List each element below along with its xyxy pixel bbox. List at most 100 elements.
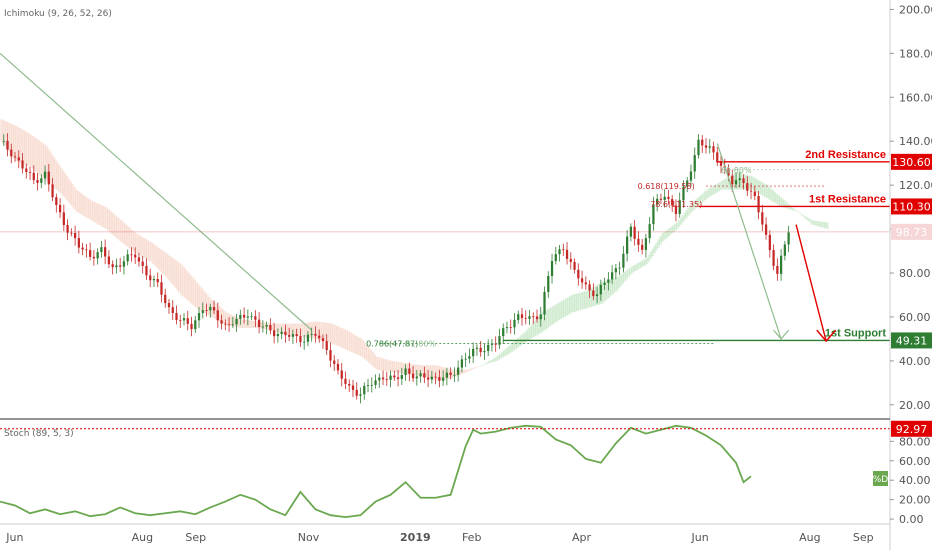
stoch-axis-label: 60.00 bbox=[899, 455, 931, 468]
cloud-bullish-slice bbox=[591, 287, 594, 307]
cloud-bullish-slice bbox=[792, 208, 795, 211]
cloud-bearish-slice bbox=[236, 317, 240, 328]
cloud-bearish-slice bbox=[452, 369, 455, 378]
cloud-bearish-slice bbox=[184, 268, 187, 299]
cloud-bearish-slice bbox=[332, 324, 335, 345]
candle-down bbox=[89, 250, 92, 257]
ichimoku-indicator-label[interactable]: Ichimoku (9, 26, 52, 26) bbox=[4, 9, 112, 19]
cloud-bullish-slice bbox=[593, 286, 596, 306]
candle-down bbox=[351, 385, 355, 390]
cloud-bearish-slice bbox=[306, 322, 309, 338]
cloud-bullish-slice bbox=[713, 185, 716, 194]
stoch-indicator-label[interactable]: Stoch (89, 5, 3) bbox=[4, 429, 74, 439]
cloud-bearish-slice bbox=[110, 212, 114, 235]
level-badge-1: 110.30 bbox=[892, 200, 931, 213]
candle-down bbox=[164, 294, 167, 304]
candle-down bbox=[73, 232, 77, 239]
cloud-bullish-slice bbox=[538, 314, 542, 334]
cloud-bearish-slice bbox=[122, 221, 125, 244]
cloud-bearish-slice bbox=[245, 319, 249, 328]
cloud-bearish-slice bbox=[112, 213, 116, 236]
cloud-bearish-slice bbox=[131, 230, 134, 251]
cloud-bullish-slice bbox=[602, 281, 606, 303]
cloud-bullish-slice bbox=[790, 206, 793, 210]
candle-up bbox=[460, 359, 464, 368]
cloud-bearish-slice bbox=[454, 369, 457, 377]
cloud-bearish-slice bbox=[84, 196, 87, 217]
cloud-bearish-slice bbox=[403, 362, 407, 374]
cloud-bearish-slice bbox=[168, 255, 172, 282]
cloud-bullish-slice bbox=[597, 283, 600, 305]
cloud-bullish-slice bbox=[535, 319, 538, 336]
cloud-bearish-slice bbox=[240, 319, 243, 328]
cloud-bearish-slice bbox=[221, 309, 225, 324]
level-label-2: 1st Support bbox=[825, 327, 886, 339]
cloud-bullish-slice bbox=[634, 264, 638, 271]
cloud-bullish-slice bbox=[743, 174, 747, 190]
candle-up bbox=[779, 255, 783, 274]
price-axis-label: 60.00 bbox=[899, 311, 931, 324]
cloud-bearish-slice bbox=[125, 225, 129, 247]
candle-down bbox=[592, 290, 595, 297]
last-price-badge: 98.73 bbox=[896, 226, 928, 239]
cloud-bearish-slice bbox=[441, 366, 444, 380]
cloud-bearish-slice bbox=[330, 323, 333, 344]
candle-up bbox=[366, 385, 370, 386]
cloud-bullish-slice bbox=[749, 175, 752, 190]
candle-up bbox=[457, 367, 460, 375]
cloud-bearish-slice bbox=[277, 323, 281, 333]
cloud-bullish-slice bbox=[796, 211, 799, 212]
candle-up bbox=[445, 372, 449, 378]
candle-down bbox=[10, 149, 13, 157]
candle-down bbox=[81, 247, 84, 250]
cloud-bearish-slice bbox=[473, 367, 476, 369]
candle-down bbox=[426, 377, 430, 380]
cloud-bearish-slice bbox=[78, 192, 82, 214]
cloud-bearish-slice bbox=[251, 320, 255, 328]
candle-down bbox=[269, 325, 272, 331]
cloud-bearish-slice bbox=[219, 307, 223, 323]
cloud-bearish-slice bbox=[337, 326, 341, 347]
candle-up bbox=[697, 139, 700, 156]
candle-up bbox=[197, 313, 201, 321]
candle-up bbox=[235, 318, 238, 325]
candle-up bbox=[550, 261, 554, 276]
cloud-bearish-slice bbox=[255, 321, 258, 328]
cloud-bullish-slice bbox=[683, 212, 686, 221]
cloud-bullish-slice bbox=[803, 215, 807, 219]
candle-down bbox=[411, 373, 415, 379]
cloud-bearish-slice bbox=[424, 365, 427, 378]
level-badge-2: 49.31 bbox=[896, 334, 928, 347]
candle-down bbox=[344, 378, 347, 384]
candle-down bbox=[13, 156, 17, 158]
price-axis-label: 160.00 bbox=[899, 91, 932, 104]
candle-down bbox=[299, 336, 302, 343]
cloud-bearish-slice bbox=[238, 318, 241, 328]
candle-down bbox=[580, 278, 584, 283]
cloud-bearish-slice bbox=[52, 156, 56, 188]
cloud-bearish-slice bbox=[16, 126, 20, 162]
cloud-bullish-slice bbox=[649, 251, 653, 259]
cloud-bearish-slice bbox=[197, 283, 200, 310]
cloud-bearish-slice bbox=[13, 125, 16, 159]
cloud-bearish-slice bbox=[315, 321, 318, 339]
time-axis-label: Sep bbox=[853, 531, 874, 544]
candle-up bbox=[419, 373, 422, 377]
candle-down bbox=[509, 327, 512, 328]
cloud-bearish-slice bbox=[30, 134, 33, 168]
cloud-bearish-slice bbox=[31, 135, 35, 170]
candle-down bbox=[716, 152, 719, 163]
candle-down bbox=[584, 282, 587, 285]
cloud-bearish-slice bbox=[170, 257, 174, 284]
cloud-bullish-slice bbox=[615, 277, 619, 291]
candle-down bbox=[104, 247, 107, 257]
cloud-bearish-slice bbox=[416, 364, 420, 376]
cloud-bearish-slice bbox=[63, 173, 67, 199]
cloud-bearish-slice bbox=[249, 320, 253, 328]
cloud-bullish-slice bbox=[548, 308, 551, 327]
cloud-bullish-slice bbox=[638, 262, 641, 269]
cloud-bearish-slice bbox=[45, 145, 48, 181]
cloud-bearish-slice bbox=[76, 190, 80, 213]
time-axis-label: Jun bbox=[691, 531, 709, 544]
cloud-bullish-slice bbox=[625, 270, 628, 280]
